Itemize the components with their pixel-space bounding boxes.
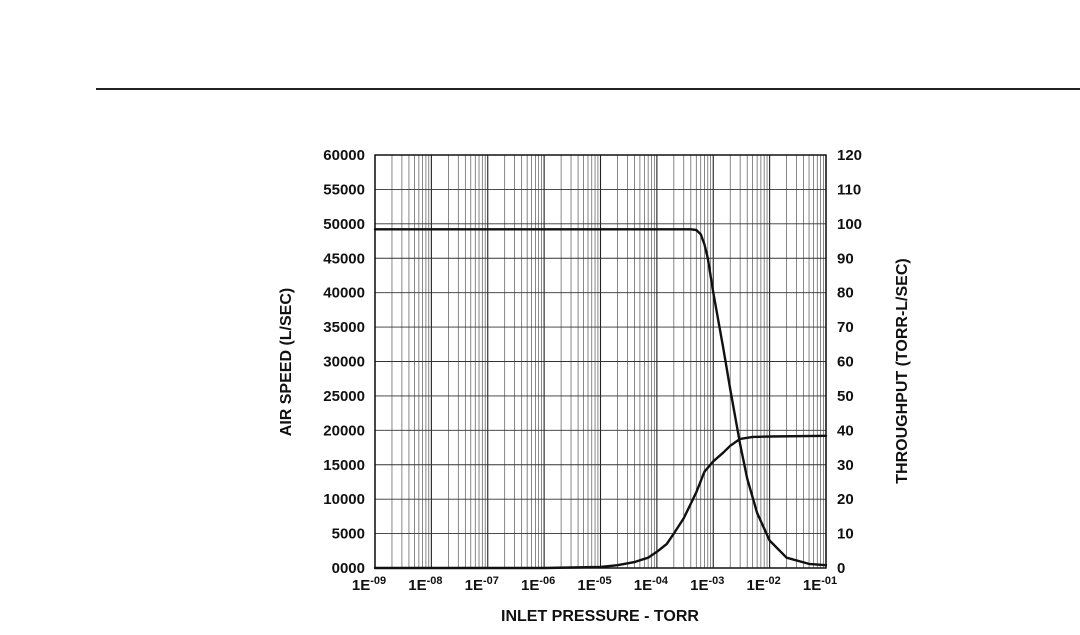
x-tick-label: 1E-06 [521, 575, 555, 594]
right-axis-ticks: 0 10 20 30 40 50 60 70 80 90 100 110 120 [837, 147, 862, 577]
x-tick-label: 1E-08 [408, 575, 442, 594]
right-tick-label: 90 [837, 250, 854, 267]
x-axis-ticks: 1E-09 1E-08 1E-07 1E-06 1E-05 1E-04 1E-03 1E-02… [352, 575, 837, 594]
right-tick-label: 0 [837, 560, 845, 577]
right-tick-label: 110 [837, 181, 861, 198]
left-axis-ticks: 0000 5000 10000 15000 20000 25000 30000 35000 40… [323, 147, 365, 577]
left-tick-label: 20000 [323, 422, 365, 439]
left-tick-label: 30000 [323, 354, 365, 371]
right-tick-label: 120 [837, 147, 862, 164]
x-tick-label: 1E-05 [577, 575, 611, 594]
right-tick-label: 80 [837, 285, 854, 302]
right-tick-label: 20 [837, 491, 854, 508]
x-tick-label: 1E-04 [634, 575, 669, 594]
left-tick-label: 60000 [323, 147, 365, 164]
right-tick-label: 60 [837, 354, 854, 371]
x-tick-label: 1E-02 [746, 575, 780, 594]
left-tick-label: 45000 [323, 250, 365, 267]
left-tick-label: 55000 [323, 181, 365, 198]
left-tick-label: 25000 [323, 388, 365, 405]
right-axis-title: THROUGHPUT (TORR-L/SEC) [894, 258, 911, 483]
x-tick-label: 1E-07 [465, 575, 499, 594]
right-tick-label: 40 [837, 422, 854, 439]
left-tick-label: 5000 [332, 526, 365, 543]
right-tick-label: 70 [837, 319, 854, 336]
right-tick-label: 10 [837, 526, 854, 543]
right-tick-label: 100 [837, 216, 862, 233]
x-tick-label: 1E-03 [690, 575, 724, 594]
left-tick-label: 40000 [323, 285, 365, 302]
top-rule [96, 88, 1080, 90]
left-tick-label: 35000 [323, 319, 365, 336]
left-tick-label: 10000 [323, 491, 365, 508]
throughput-series-line [373, 434, 828, 570]
left-tick-label: 0000 [332, 560, 365, 577]
x-tick-label: 1E-01 [803, 575, 837, 594]
air-speed-series-line [373, 228, 828, 567]
major-grid [374, 154, 827, 569]
left-axis-title: AIR SPEED (L/SEC) [278, 288, 295, 436]
left-tick-label: 50000 [323, 216, 365, 233]
series-layer [373, 228, 828, 570]
right-tick-label: 30 [837, 457, 854, 474]
right-tick-label: 50 [837, 388, 854, 405]
x-axis-title: INLET PRESSURE - TORR [501, 608, 699, 625]
left-tick-label: 15000 [323, 457, 365, 474]
x-tick-label: 1E-09 [352, 575, 386, 594]
